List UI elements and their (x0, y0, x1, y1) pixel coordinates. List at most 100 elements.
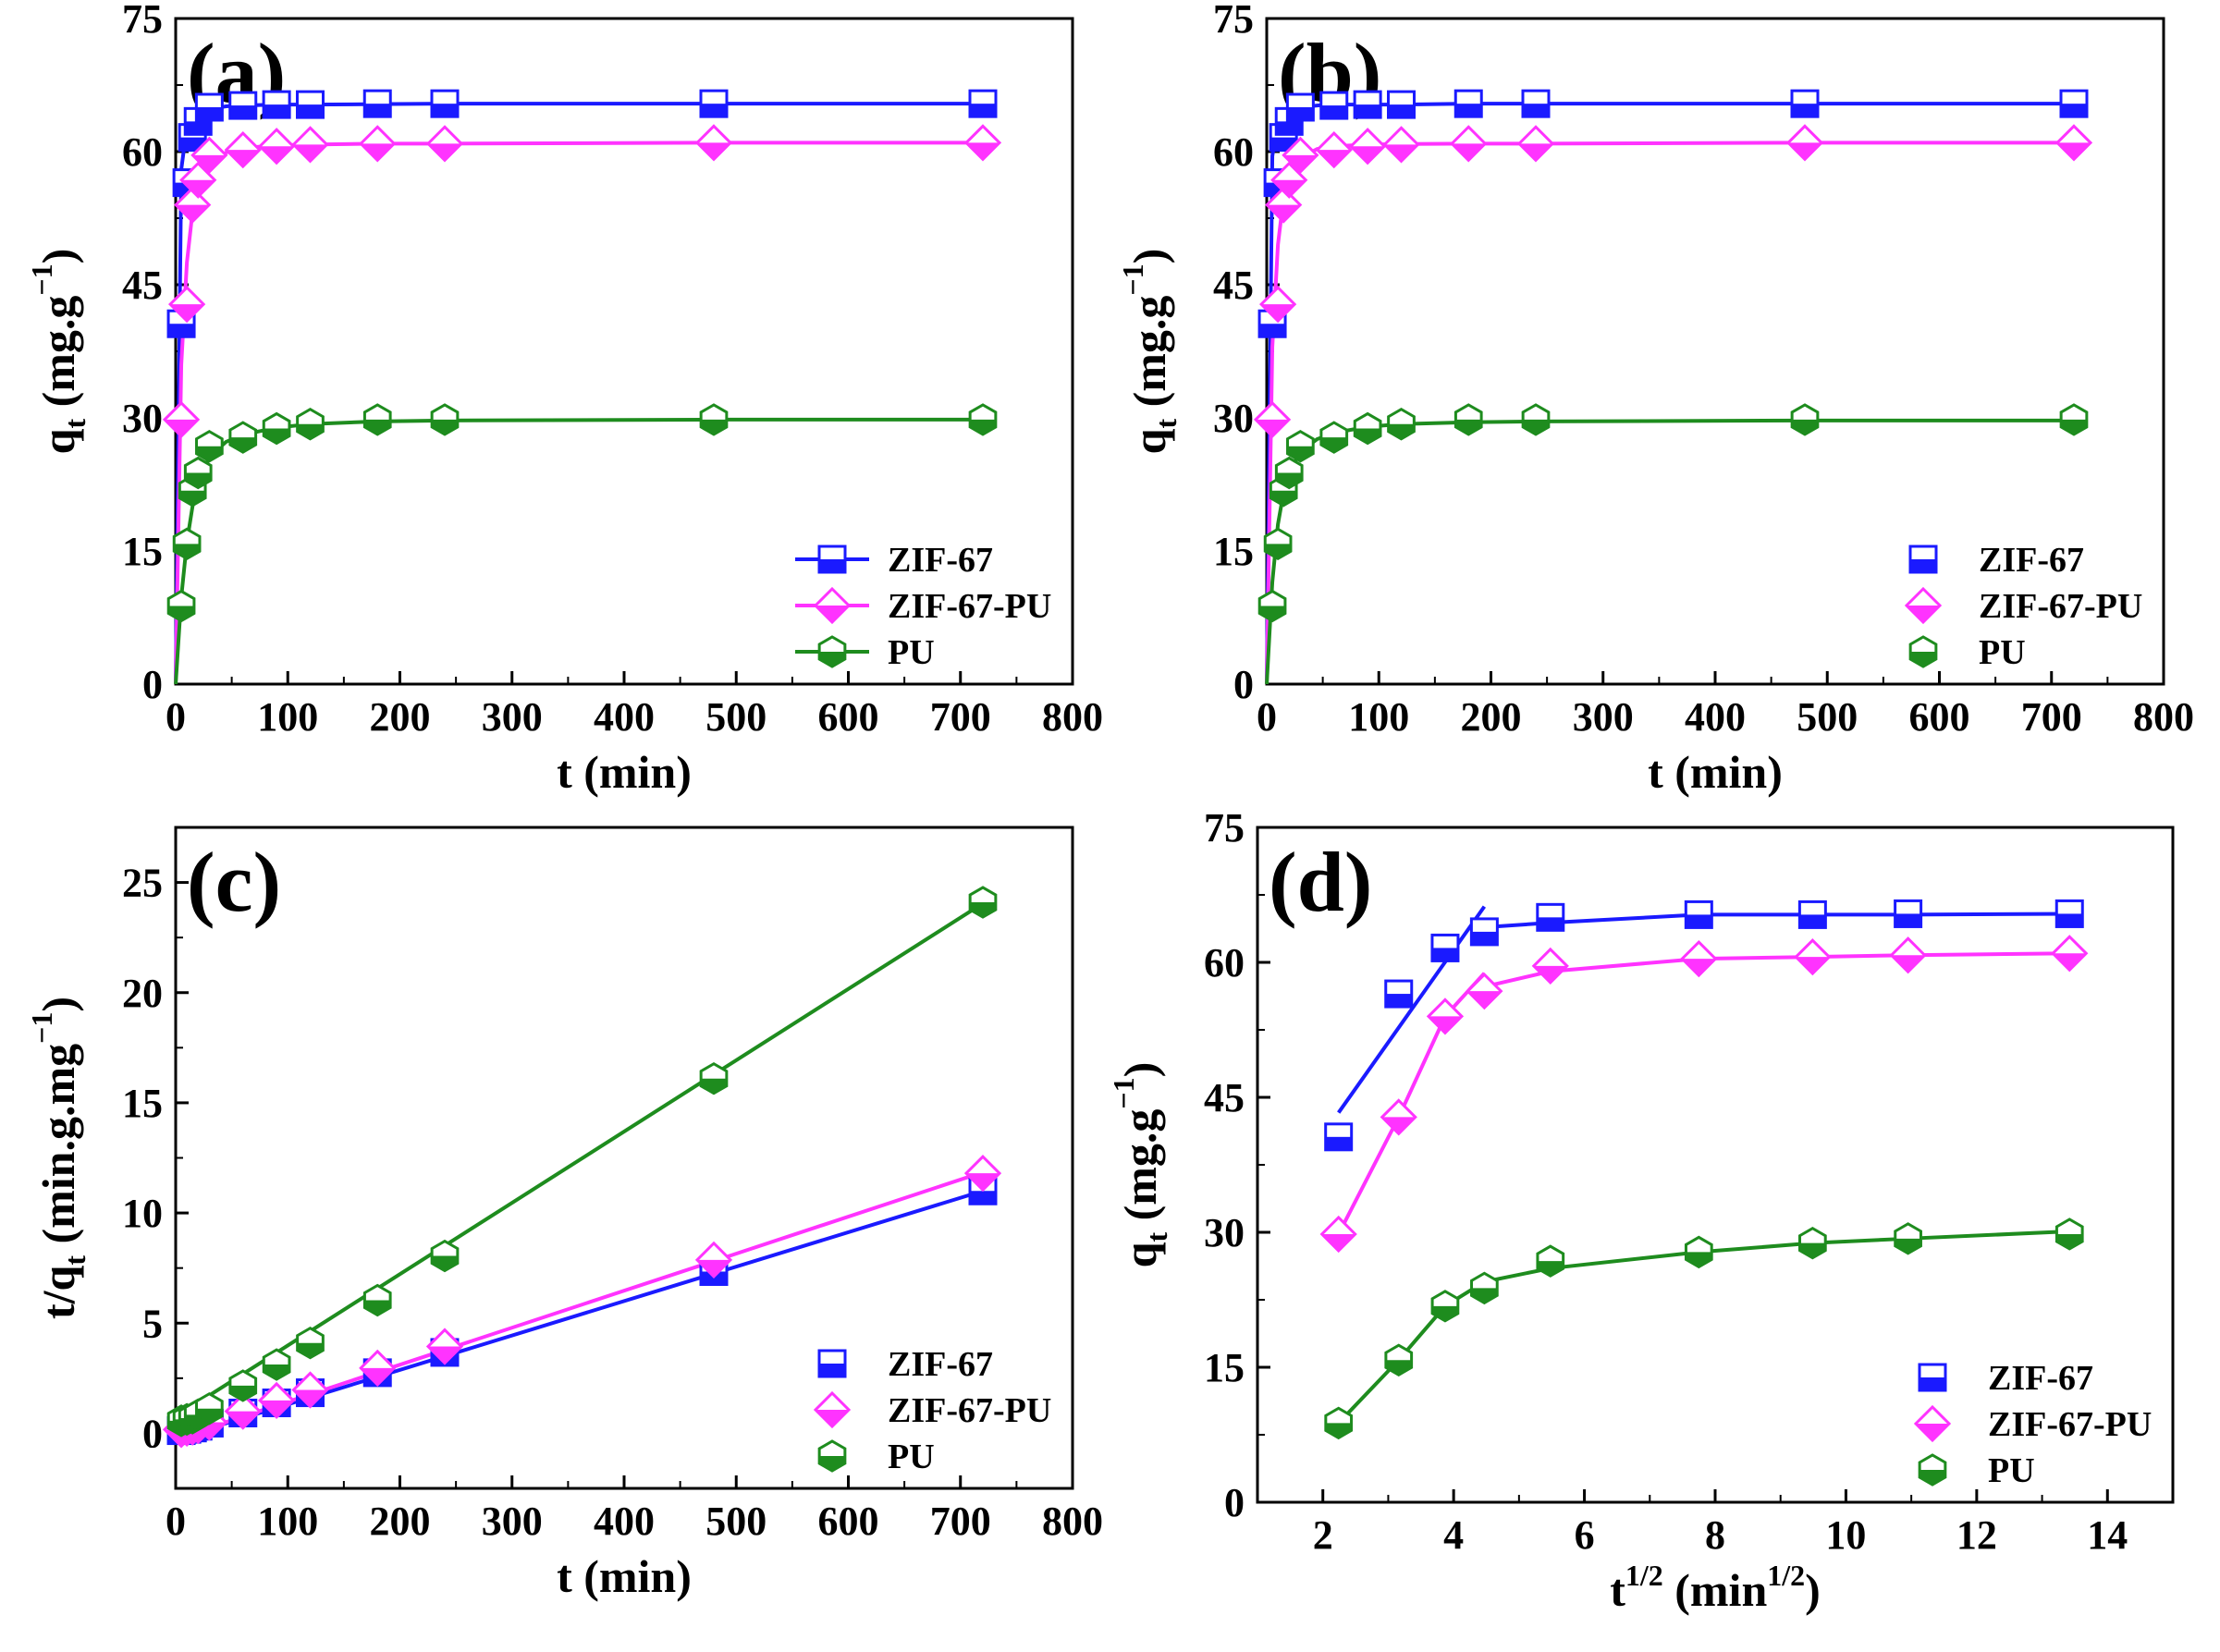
data-point-pu-fill (701, 1078, 727, 1094)
y-axis-label-sub: t (1140, 1232, 1173, 1242)
data-point-zif-67-fill (196, 107, 223, 120)
data-point-pu-fill (264, 428, 289, 444)
y-axis-label-close: ) (1123, 249, 1175, 264)
data-point-zif-67-pu-fill (176, 204, 210, 222)
data-point-pu-fill (1455, 419, 1482, 434)
y-tick-label: 45 (1213, 263, 1254, 308)
y-tick-label: 75 (1204, 805, 1245, 850)
data-point-zif-67-pu-fill (192, 154, 227, 172)
data-point-zif-67-pu-fill (428, 143, 461, 161)
fit-line-pu (174, 417, 983, 685)
data-point-pu-fill (1265, 544, 1291, 559)
data-point-pu-fill (229, 1385, 256, 1401)
data-point-pu-fill (1537, 1261, 1564, 1277)
data-point-zif-67-pu-fill (1272, 179, 1306, 197)
data-point-zif-67-fill (1320, 105, 1347, 119)
x-tick-label: 10 (1825, 1512, 1866, 1558)
legend-marker-fill (1907, 606, 1940, 622)
fit-line-zif-67-seg1 (1484, 912, 2070, 930)
data-point-zif-67-pu-fill (1891, 955, 1925, 973)
x-tick-label: 500 (705, 694, 767, 740)
y-tick-label: 0 (1224, 1480, 1245, 1525)
data-point-zif-67-pu-fill (1533, 965, 1567, 983)
data-point-zif-67-pu-fill (1261, 304, 1295, 322)
x-tick-label: 6 (1575, 1512, 1595, 1558)
panel-label: (d) (1269, 835, 1372, 929)
y-axis-label: t/qt (min.g.mg−1) (25, 997, 92, 1319)
y-axis-label-close: ) (32, 997, 84, 1012)
data-point-zif-67-fill (1259, 324, 1286, 337)
y-tick-label: 75 (1213, 0, 1254, 42)
x-axis-label-unit-sup: 1/2 (1767, 1559, 1805, 1592)
legend-label: PU (1988, 1451, 2035, 1490)
data-point-pu-fill (1432, 1305, 1458, 1321)
x-tick-label: 14 (2087, 1512, 2128, 1558)
x-tick-label: 400 (1685, 694, 1746, 740)
data-point-zif-67-fill (1792, 104, 1818, 117)
x-tick-label: 8 (1705, 1512, 1725, 1558)
data-point-zif-67-fill (1455, 104, 1482, 117)
data-point-pu-fill (1895, 1238, 1921, 1254)
legend-label: PU (888, 633, 935, 672)
data-point-zif-67-pu-fill (966, 1173, 1000, 1191)
y-tick-label: 75 (122, 0, 163, 42)
y-axis-label-unit: (mg.g (1114, 1109, 1166, 1232)
x-tick-label: 12 (1956, 1512, 1997, 1558)
y-axis-label-sub: t (1149, 419, 1183, 429)
data-point-zif-67-fill (1276, 121, 1303, 135)
data-point-zif-67-fill (297, 104, 324, 118)
x-axis-label-close: ) (1805, 1564, 1821, 1616)
x-tick-label: 0 (166, 1499, 186, 1544)
data-point-zif-67-fill (185, 121, 212, 135)
data-point-zif-67-pu-fill (2057, 142, 2091, 160)
legend-marker-fill (1910, 652, 1936, 667)
x-tick-label: 0 (1257, 694, 1277, 740)
data-point-zif-67-pu-fill (1283, 154, 1318, 172)
fit-line-zif-67-pu (174, 141, 983, 685)
data-point-zif-67-fill (1537, 917, 1564, 931)
data-point-zif-67-pu-fill (1519, 143, 1552, 161)
data-point-zif-67-fill (1355, 104, 1381, 118)
y-tick-label: 5 (142, 1301, 163, 1346)
data-point-pu-fill (185, 472, 212, 488)
data-point-pu-fill (1523, 419, 1549, 434)
data-point-zif-67-pu-fill (260, 1400, 294, 1417)
x-axis-label-main: t (1610, 1564, 1625, 1616)
y-tick-label: 15 (122, 1081, 163, 1126)
legend-label: ZIF-67-PU (1988, 1405, 2152, 1444)
x-tick-label: 700 (930, 1499, 991, 1544)
data-point-zif-67-pu-fill (361, 1367, 395, 1385)
panel-a: 0 100 200 300 400 500 600 700 80001530456075(a)t… (25, 0, 1103, 798)
data-point-pu-fill (701, 419, 727, 434)
data-point-zif-67-pu-fill (1467, 991, 1502, 1009)
fit-line-zif-67-pu-seg0 (1336, 972, 1486, 1235)
data-point-pu-fill (1259, 606, 1285, 621)
data-point-zif-67-fill (1799, 914, 1826, 928)
data-point-zif-67-pu-fill (1256, 419, 1290, 436)
plot-frame (1256, 826, 2175, 1504)
x-tick-label: 800 (2133, 694, 2194, 740)
y-tick-label: 60 (1213, 129, 1254, 175)
fit-line-pu (1265, 418, 2074, 685)
legend-label: ZIF-67-PU (1979, 587, 2142, 626)
data-point-zif-67-fill (701, 104, 727, 117)
y-tick-label: 15 (122, 529, 163, 574)
data-point-zif-67-fill (432, 104, 458, 117)
y-axis-label-sub: t (58, 1255, 92, 1266)
x-axis-label: t (min) (557, 746, 692, 798)
legend-marker-fill (816, 606, 849, 622)
x-tick-label: 400 (594, 694, 655, 740)
data-point-zif-67-fill (1325, 1136, 1352, 1150)
y-tick-label: 25 (122, 861, 163, 906)
data-point-pu-fill (1276, 472, 1303, 488)
data-point-pu-fill (364, 1300, 391, 1315)
data-point-pu-fill (432, 419, 458, 434)
data-point-zif-67-pu-fill (1351, 146, 1385, 164)
fit-line-zif-67-pu (1265, 141, 2074, 685)
y-axis-label-sup: −1 (25, 1012, 58, 1044)
panel-label: (c) (187, 835, 281, 929)
data-point-zif-67-fill (2056, 913, 2083, 927)
y-tick-label: 0 (1233, 662, 1254, 707)
data-point-pu-fill (168, 606, 194, 621)
